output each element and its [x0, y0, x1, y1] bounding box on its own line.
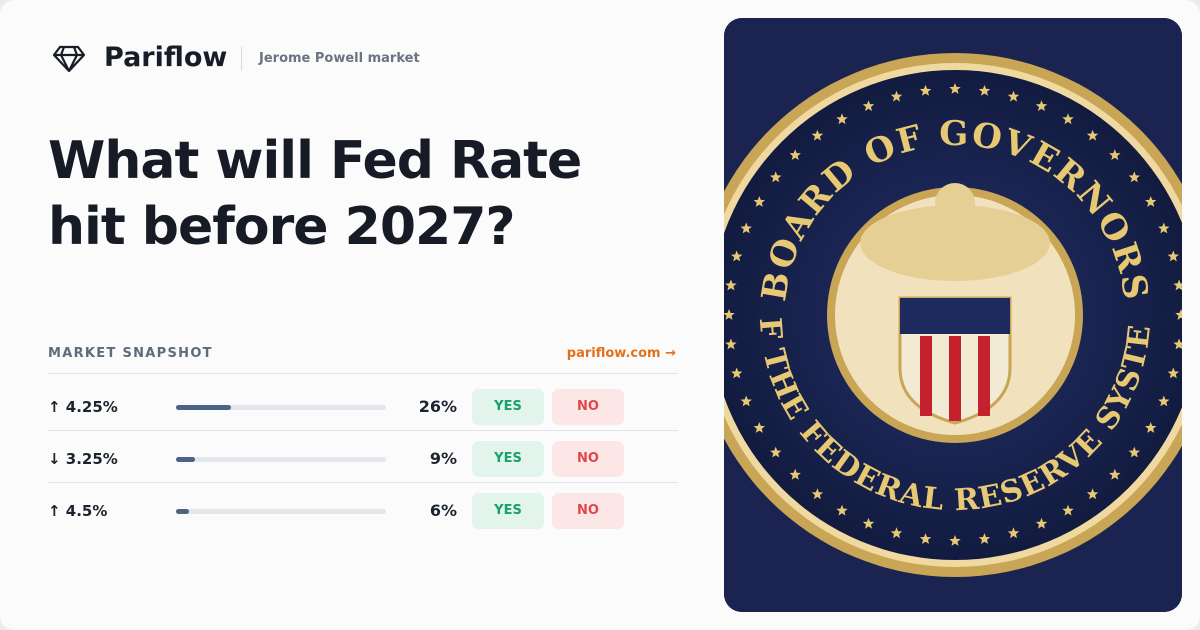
title: What will Fed Rate hit before 2027? — [48, 131, 582, 257]
progress-track — [176, 405, 386, 410]
row-label: ↑ 4.25% — [48, 398, 118, 416]
star — [811, 488, 824, 500]
star — [789, 468, 801, 480]
no-button[interactable]: NO — [552, 441, 624, 477]
star — [1145, 196, 1157, 207]
subtitle: Jerome Powell market — [259, 51, 420, 66]
star — [978, 84, 991, 96]
star — [1128, 446, 1140, 458]
star — [1109, 149, 1121, 160]
star — [919, 533, 932, 544]
star — [753, 196, 765, 207]
star — [1109, 468, 1121, 480]
star — [740, 222, 752, 234]
star — [862, 100, 875, 112]
progress-fill — [176, 509, 189, 514]
star — [811, 129, 824, 141]
star — [1007, 527, 1020, 539]
star — [1173, 279, 1182, 291]
yes-button[interactable]: YES — [472, 493, 544, 529]
star — [890, 90, 903, 102]
star — [1145, 422, 1157, 433]
star — [1158, 222, 1170, 234]
star — [1086, 129, 1099, 141]
star — [919, 84, 932, 96]
star — [1158, 395, 1170, 407]
star — [978, 533, 991, 544]
percent: 26% — [418, 397, 457, 416]
star — [789, 149, 801, 160]
progress-fill — [176, 457, 195, 462]
progress-fill — [176, 405, 231, 410]
star — [725, 279, 737, 291]
star — [731, 367, 743, 379]
percent: 6% — [429, 501, 457, 520]
star — [724, 309, 735, 320]
star — [1062, 504, 1074, 516]
progress-track — [176, 509, 386, 514]
star — [770, 171, 782, 183]
star — [1086, 488, 1099, 500]
photo: BOARD OF GOVERNORS OF THE FEDERAL RESERV… — [724, 18, 1182, 612]
yes-button[interactable]: YES — [472, 389, 544, 425]
star — [753, 422, 765, 433]
star — [836, 504, 848, 516]
star — [1173, 338, 1182, 350]
star — [949, 535, 961, 546]
divider — [48, 373, 678, 374]
seal: BOARD OF GOVERNORS OF THE FEDERAL RESERV… — [724, 18, 1182, 612]
logo — [52, 45, 86, 73]
separator — [241, 47, 242, 71]
star — [1007, 90, 1020, 102]
star — [1175, 309, 1182, 320]
star — [862, 517, 875, 529]
percent: 9% — [429, 449, 457, 468]
row-label: ↑ 4.5% — [48, 502, 108, 520]
star — [1128, 171, 1140, 183]
star — [1035, 100, 1048, 112]
yes-button[interactable]: YES — [472, 441, 544, 477]
star — [1062, 113, 1074, 125]
star — [890, 527, 903, 539]
divider — [48, 430, 678, 431]
star — [1167, 367, 1179, 379]
star — [1035, 517, 1048, 529]
row-label: ↓ 3.25% — [48, 450, 118, 468]
no-button[interactable]: NO — [552, 493, 624, 529]
snapshot-label: MARKET SNAPSHOT — [48, 346, 213, 361]
brand: Pariflow — [104, 42, 228, 73]
star — [770, 446, 782, 458]
star — [949, 83, 961, 94]
progress-track — [176, 457, 386, 462]
star — [836, 113, 848, 125]
star — [725, 338, 737, 350]
star — [731, 250, 743, 262]
link[interactable]: pariflow.com → — [566, 346, 676, 361]
star — [740, 395, 752, 407]
no-button[interactable]: NO — [552, 389, 624, 425]
divider — [48, 482, 678, 483]
star — [1167, 250, 1179, 262]
